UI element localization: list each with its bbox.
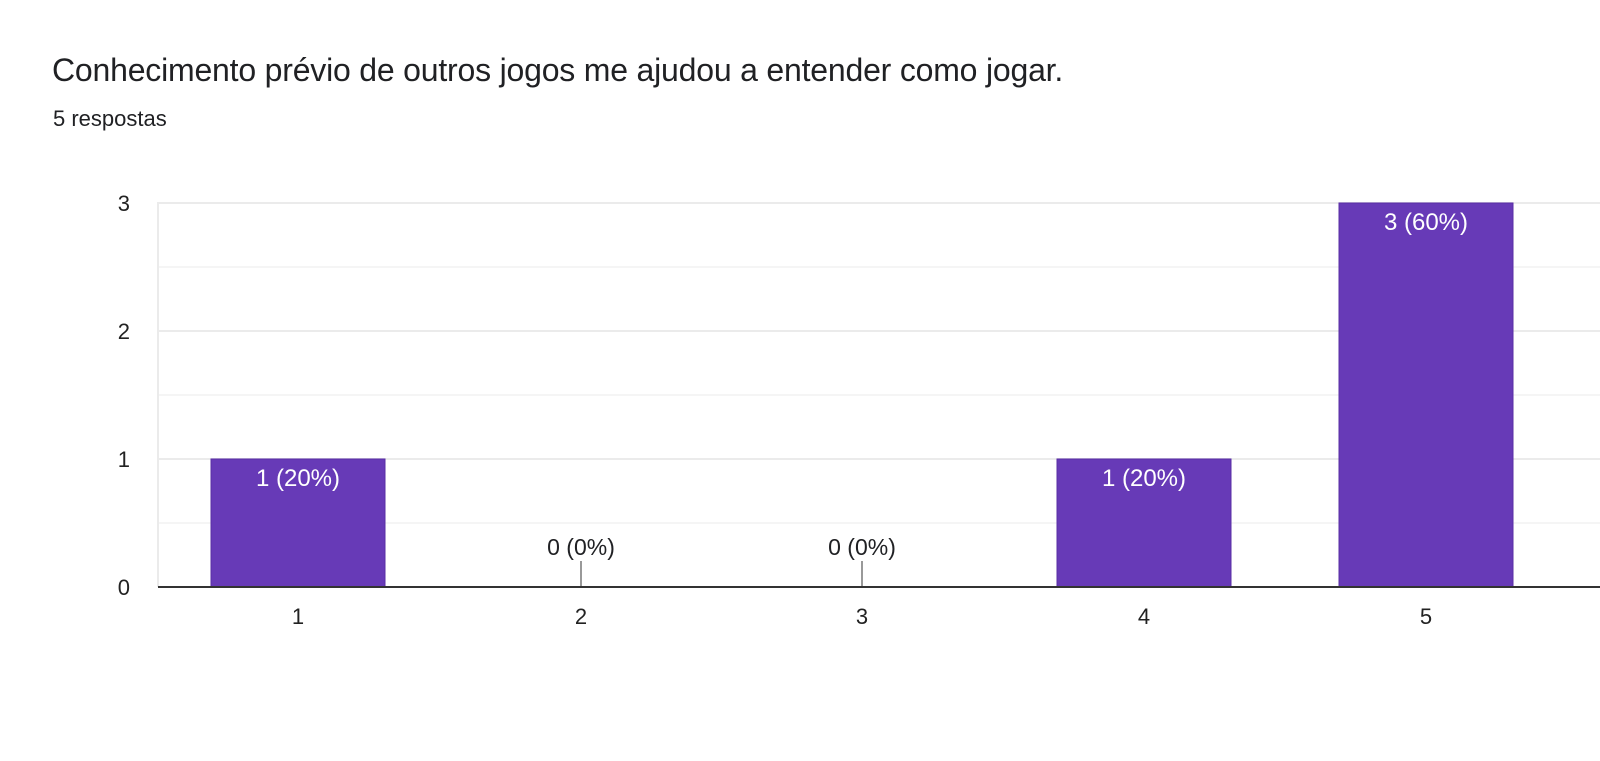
response-count: 5 respostas: [53, 106, 167, 131]
y-tick-label: 0: [118, 575, 130, 600]
x-tick-label: 1: [292, 604, 304, 629]
bar-data-label: 1 (20%): [1102, 465, 1186, 492]
bar-data-label: 0 (0%): [828, 534, 896, 560]
bar-data-label: 0 (0%): [547, 534, 615, 560]
x-tick-label: 5: [1420, 604, 1432, 629]
bar: [210, 458, 386, 588]
chart-title: Conhecimento prévio de outros jogos me a…: [52, 52, 1064, 88]
bar-data-label: 1 (20%): [256, 465, 340, 492]
bar: [1338, 202, 1514, 588]
x-tick-label: 4: [1138, 604, 1150, 629]
bar: [1056, 458, 1232, 588]
y-tick-label: 3: [118, 191, 130, 216]
y-tick-label: 1: [118, 447, 130, 472]
y-tick-label: 2: [118, 319, 130, 344]
x-tick-label: 2: [575, 604, 587, 629]
x-tick-label: 3: [856, 604, 868, 629]
bar-data-label: 3 (60%): [1384, 209, 1468, 236]
